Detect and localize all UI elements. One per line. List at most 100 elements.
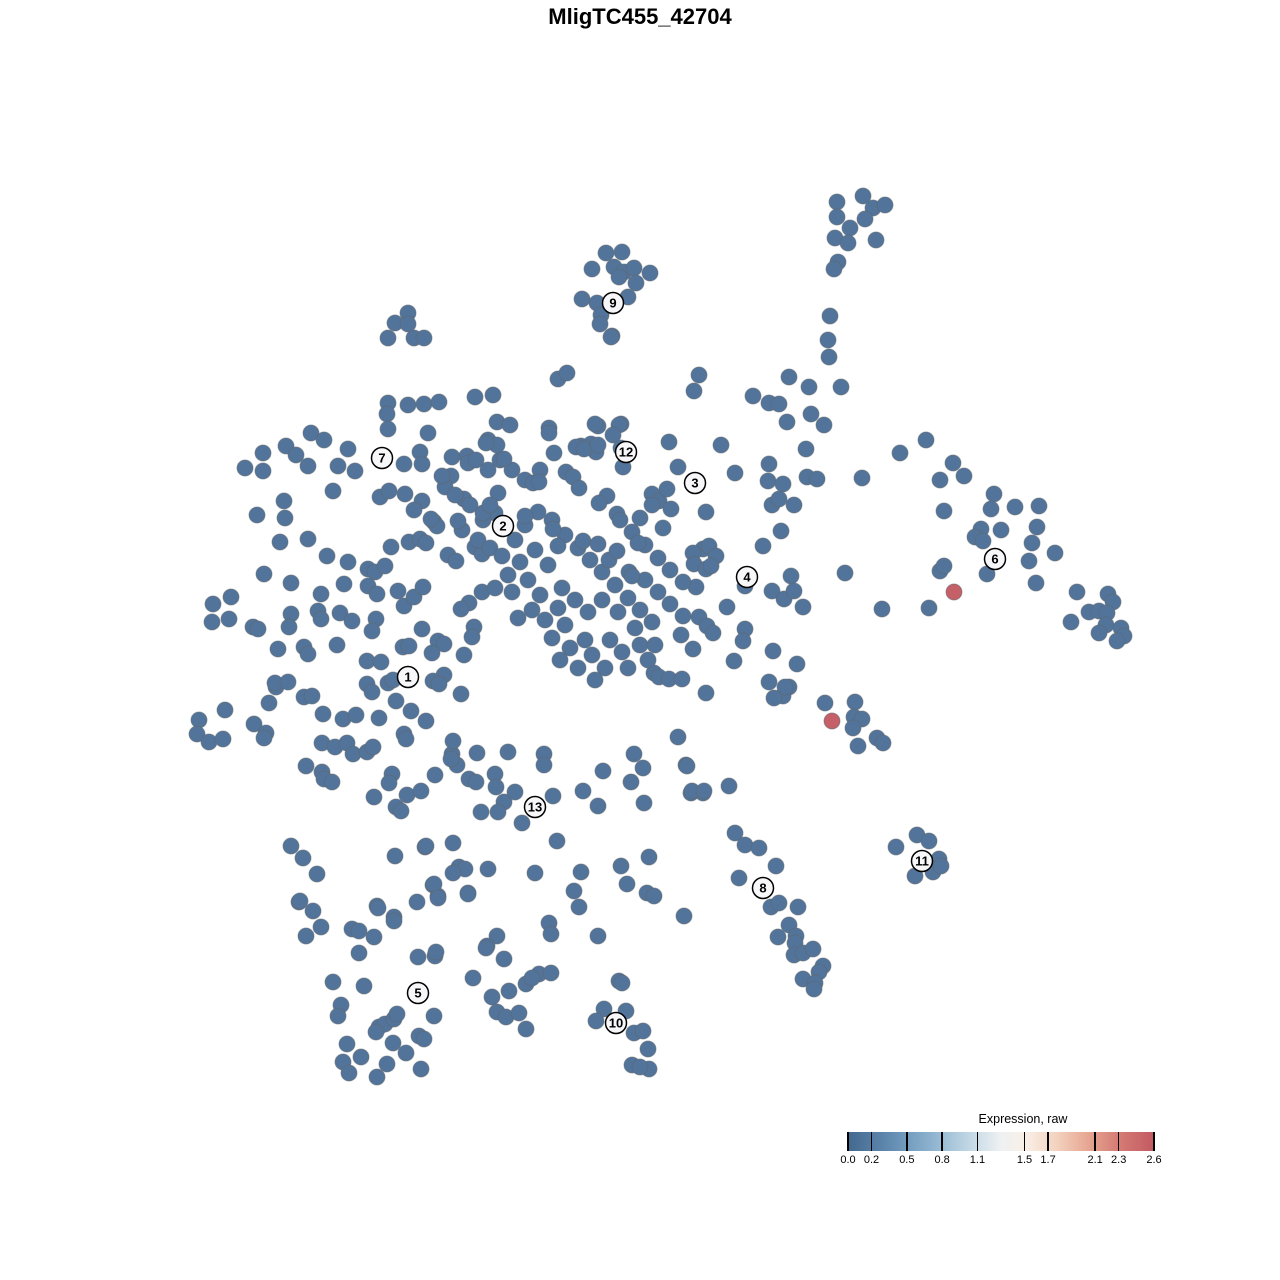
cluster-label-circle bbox=[396, 665, 420, 689]
data-point bbox=[408, 893, 426, 911]
data-point bbox=[629, 534, 647, 552]
data-point bbox=[542, 925, 560, 943]
data-point bbox=[499, 566, 517, 584]
cluster-label-circle bbox=[604, 1011, 628, 1035]
data-point bbox=[466, 388, 484, 406]
data-point bbox=[422, 510, 440, 528]
data-point bbox=[339, 440, 357, 458]
data-point bbox=[674, 573, 692, 591]
data-point bbox=[685, 382, 703, 400]
data-point bbox=[378, 1055, 396, 1073]
data-point bbox=[323, 773, 341, 791]
data-point bbox=[662, 500, 680, 518]
data-point bbox=[819, 331, 837, 349]
data-point bbox=[380, 482, 398, 500]
data-point bbox=[641, 264, 659, 282]
data-point bbox=[764, 642, 782, 660]
data-point bbox=[459, 885, 477, 903]
cluster-label-circle bbox=[735, 565, 759, 589]
data-point bbox=[839, 234, 857, 252]
data-point bbox=[974, 532, 992, 550]
data-point bbox=[430, 393, 448, 411]
data-point bbox=[808, 470, 826, 488]
data-point bbox=[352, 1048, 370, 1066]
data-point bbox=[245, 715, 263, 733]
data-point bbox=[730, 869, 748, 887]
data-point bbox=[631, 636, 649, 654]
data-point bbox=[254, 444, 272, 462]
data-point bbox=[558, 364, 576, 382]
data-point bbox=[619, 589, 637, 607]
cluster-label-text: 7 bbox=[378, 451, 385, 466]
data-point bbox=[690, 366, 708, 384]
data-point bbox=[380, 774, 398, 792]
data-point bbox=[891, 444, 909, 462]
data-point bbox=[368, 585, 386, 603]
data-point bbox=[613, 643, 631, 661]
data-point bbox=[887, 838, 905, 856]
cluster-label-text: 13 bbox=[528, 800, 542, 815]
data-point bbox=[678, 757, 696, 775]
data-point bbox=[1046, 544, 1064, 562]
data-point bbox=[935, 557, 953, 575]
data-point bbox=[516, 507, 534, 525]
data-point bbox=[821, 307, 839, 325]
data-point bbox=[382, 538, 400, 556]
data-point bbox=[486, 579, 504, 597]
cluster-label-text: 11 bbox=[915, 854, 929, 869]
data-point bbox=[435, 635, 453, 653]
data-point bbox=[760, 673, 778, 691]
data-point bbox=[684, 640, 702, 658]
data-point bbox=[312, 918, 330, 936]
data-point bbox=[442, 750, 460, 768]
data-point bbox=[583, 646, 601, 664]
data-point bbox=[542, 964, 560, 982]
data-point bbox=[944, 454, 962, 472]
data-point bbox=[499, 743, 517, 761]
data-point bbox=[1062, 613, 1080, 631]
data-point bbox=[726, 464, 744, 482]
data-point bbox=[412, 1060, 430, 1078]
data-point bbox=[820, 348, 838, 366]
cluster-label-circle bbox=[523, 795, 547, 819]
data-point bbox=[595, 1000, 613, 1018]
data-point bbox=[602, 328, 620, 346]
data-point bbox=[982, 500, 1000, 518]
data-point bbox=[627, 274, 645, 292]
data-point bbox=[776, 678, 794, 696]
data-point bbox=[308, 865, 326, 883]
cluster-label-text: 8 bbox=[759, 881, 766, 896]
cluster-label-text: 1 bbox=[404, 670, 411, 685]
data-point bbox=[573, 290, 591, 308]
data-point bbox=[836, 564, 854, 582]
data-point bbox=[203, 613, 221, 631]
data-point bbox=[828, 208, 846, 226]
data-point bbox=[455, 646, 473, 664]
data-point bbox=[299, 530, 317, 548]
data-point bbox=[415, 329, 433, 347]
data-point bbox=[299, 645, 317, 663]
cluster-label-circle bbox=[910, 849, 934, 873]
cluster-label-text: 9 bbox=[609, 296, 616, 311]
data-point bbox=[417, 712, 435, 730]
cluster-label-circle bbox=[614, 440, 638, 464]
data-point bbox=[574, 532, 592, 550]
data-point bbox=[299, 457, 317, 475]
data-point bbox=[409, 948, 427, 966]
data-point bbox=[544, 520, 562, 538]
data-point bbox=[726, 824, 744, 842]
data-point bbox=[500, 982, 518, 1000]
data-point bbox=[744, 387, 762, 405]
data-point bbox=[385, 912, 403, 930]
data-point bbox=[591, 315, 609, 333]
data-point bbox=[535, 756, 553, 774]
data-point bbox=[400, 637, 418, 655]
data-point bbox=[625, 259, 643, 277]
data-point bbox=[506, 531, 524, 549]
data-point bbox=[931, 471, 949, 489]
data-point bbox=[297, 757, 315, 775]
data-point bbox=[610, 268, 628, 286]
data-point bbox=[601, 631, 619, 649]
data-point bbox=[589, 436, 607, 454]
data-point bbox=[649, 549, 667, 567]
